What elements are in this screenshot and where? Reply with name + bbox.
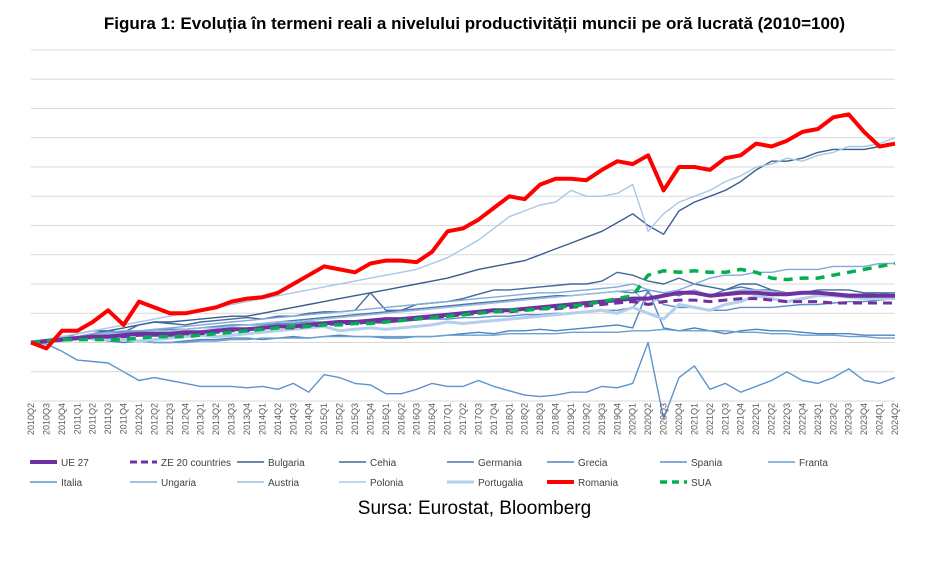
x-tick-label: 2018Q1 bbox=[504, 403, 514, 435]
legend-label: Italia bbox=[61, 478, 83, 489]
series-line-sua bbox=[30, 261, 896, 345]
chart-title: Figura 1: Evoluția în termeni reali a ni… bbox=[103, 14, 846, 33]
x-tick-label: 2021Q2 bbox=[705, 403, 715, 435]
x-tick-label: 2013Q3 bbox=[227, 403, 237, 435]
x-tick-label: 2010Q4 bbox=[57, 403, 67, 435]
source-note: Sursa: Eurostat, Bloomberg bbox=[357, 498, 592, 519]
legend-label: Ungaria bbox=[161, 478, 196, 489]
series-line-bulgaria bbox=[30, 142, 896, 344]
x-tick-label: 2012Q2 bbox=[149, 403, 159, 435]
x-tick-label: 2012Q3 bbox=[165, 403, 175, 435]
x-tick-label: 2012Q4 bbox=[180, 403, 190, 435]
x-tick-label: 2021Q4 bbox=[736, 403, 746, 435]
x-tick-label: 2014Q1 bbox=[257, 403, 267, 435]
x-tick-label: 2022Q4 bbox=[797, 403, 807, 435]
x-tick-label: 2014Q4 bbox=[304, 403, 314, 435]
series-line-austria bbox=[30, 289, 895, 344]
x-tick-label: 2023Q4 bbox=[859, 403, 869, 435]
legend: UE 27 ZE 20 countries Bulgaria Cehia Germani… bbox=[30, 458, 828, 489]
x-tick-label: 2020Q4 bbox=[674, 403, 684, 435]
legend-label: ZE 20 countries bbox=[161, 458, 231, 469]
legend-label: SUA bbox=[691, 478, 712, 489]
x-tick-label: 2015Q3 bbox=[350, 403, 360, 435]
x-tick-label: 2012Q1 bbox=[134, 403, 144, 435]
x-axis-tick-labels: 2010Q2 2010Q3 2010Q4 2011Q1 2011Q2 2011Q3 2011… bbox=[26, 403, 900, 435]
series-line-spania bbox=[30, 292, 896, 344]
series-line-cehia bbox=[30, 271, 896, 344]
x-tick-label: 2017Q3 bbox=[473, 403, 483, 435]
legend-label: Germania bbox=[478, 458, 522, 469]
x-tick-label: 2014Q2 bbox=[273, 403, 283, 435]
x-tick-label: 2022Q2 bbox=[767, 403, 777, 435]
legend-label: Romania bbox=[578, 478, 618, 489]
x-tick-label: 2022Q1 bbox=[751, 403, 761, 435]
series-line-italia bbox=[30, 341, 896, 420]
x-tick-label: 2016Q4 bbox=[427, 403, 437, 435]
x-tick-label: 2017Q4 bbox=[489, 403, 499, 435]
x-tick-label: 2024Q1 bbox=[875, 403, 885, 435]
series-line-franta bbox=[30, 328, 895, 344]
x-tick-label: 2018Q4 bbox=[551, 403, 561, 435]
x-tick-label: 2010Q3 bbox=[41, 403, 51, 435]
x-tick-label: 2024Q2 bbox=[890, 403, 900, 435]
x-tick-label: 2015Q4 bbox=[365, 403, 375, 435]
x-tick-label: 2017Q2 bbox=[458, 403, 468, 435]
x-tick-label: 2015Q1 bbox=[319, 403, 329, 435]
x-tick-label: 2011Q2 bbox=[88, 403, 98, 434]
legend-label: Portugalia bbox=[478, 478, 523, 489]
x-tick-label: 2023Q3 bbox=[844, 403, 854, 435]
x-tick-label: 2020Q1 bbox=[628, 403, 638, 435]
x-tick-label: 2015Q2 bbox=[335, 403, 345, 435]
series-line-ungaria bbox=[30, 262, 895, 344]
x-tick-label: 2020Q2 bbox=[643, 403, 653, 435]
legend-label: Austria bbox=[268, 478, 300, 489]
series-line-romania bbox=[30, 112, 896, 351]
legend-label: Cehia bbox=[370, 458, 397, 469]
legend-label: UE 27 bbox=[61, 458, 89, 469]
x-tick-label: 2016Q2 bbox=[396, 403, 406, 435]
grid-lines bbox=[31, 49, 895, 402]
x-tick-label: 2017Q1 bbox=[443, 403, 453, 435]
x-tick-label: 2021Q1 bbox=[689, 403, 699, 435]
legend-label: Franta bbox=[799, 458, 828, 469]
legend-label: Bulgaria bbox=[268, 458, 305, 469]
x-tick-label: 2018Q2 bbox=[520, 403, 530, 435]
x-tick-label: 2020Q3 bbox=[659, 403, 669, 435]
x-tick-label: 2013Q1 bbox=[196, 403, 206, 435]
x-tick-label: 2016Q1 bbox=[381, 403, 391, 435]
x-tick-label: 2021Q3 bbox=[720, 403, 730, 435]
x-tick-label: 2023Q1 bbox=[813, 403, 823, 435]
x-tick-label: 2019Q1 bbox=[566, 403, 576, 435]
x-tick-label: 2023Q2 bbox=[828, 403, 838, 435]
x-tick-label: 2016Q3 bbox=[412, 403, 422, 435]
x-tick-label: 2013Q2 bbox=[211, 403, 221, 435]
series-lines bbox=[30, 112, 896, 420]
x-tick-label: 2018Q3 bbox=[535, 403, 545, 435]
x-tick-label: 2019Q3 bbox=[597, 403, 607, 435]
x-tick-label: 2022Q3 bbox=[782, 403, 792, 435]
x-tick-label: 2011Q3 bbox=[103, 403, 113, 434]
x-tick-label: 2014Q3 bbox=[288, 403, 298, 435]
x-tick-label: 2011Q4 bbox=[119, 403, 129, 434]
x-tick-label: 2019Q4 bbox=[612, 403, 622, 435]
series-line-ze-20-countries bbox=[30, 297, 895, 344]
x-tick-label: 2019Q2 bbox=[581, 403, 591, 435]
legend-label: Grecia bbox=[578, 458, 608, 469]
x-tick-label: 2011Q1 bbox=[72, 403, 82, 434]
legend-label: Spania bbox=[691, 458, 723, 469]
legend-label: Polonia bbox=[370, 478, 404, 489]
x-tick-label: 2013Q4 bbox=[242, 403, 252, 435]
x-tick-label: 2010Q2 bbox=[26, 403, 36, 435]
